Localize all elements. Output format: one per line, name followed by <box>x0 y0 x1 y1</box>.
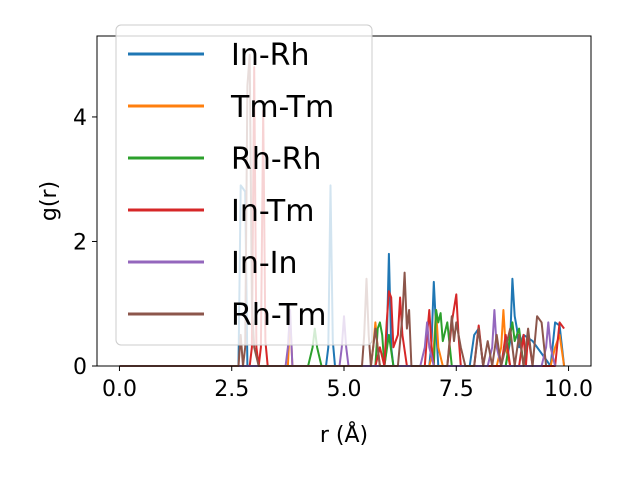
legend-label-rh-tm: Rh-Tm <box>231 298 326 333</box>
x-tick-label: 10.0 <box>544 377 593 402</box>
x-tick-label: 5.0 <box>327 377 362 402</box>
x-tick-label: 2.5 <box>214 377 249 402</box>
y-tick-label: 4 <box>73 106 87 131</box>
legend: In-Rh Tm-Tm Rh-Rh In-Tm In-In Rh-Tm <box>115 24 373 346</box>
legend-label-in-in: In-In <box>231 246 298 281</box>
x-tick-label: 0.0 <box>102 377 137 402</box>
legend-label-rh-rh: Rh-Rh <box>231 142 322 177</box>
legend-label-in-tm: In-Tm <box>231 194 314 229</box>
legend-box <box>115 24 373 346</box>
legend-label-tm-tm: Tm-Tm <box>230 90 334 125</box>
y-tick-label: 2 <box>73 230 87 255</box>
x-ticks: 0.0 2.5 5.0 7.5 10.0 <box>102 366 593 402</box>
x-tick-label: 7.5 <box>439 377 474 402</box>
y-tick-label: 0 <box>73 355 87 380</box>
y-axis-label: g(r) <box>37 181 62 221</box>
legend-label-in-rh: In-Rh <box>231 38 310 73</box>
y-ticks: 0 2 4 <box>73 106 97 380</box>
x-axis-label: r (Å) <box>320 421 368 448</box>
